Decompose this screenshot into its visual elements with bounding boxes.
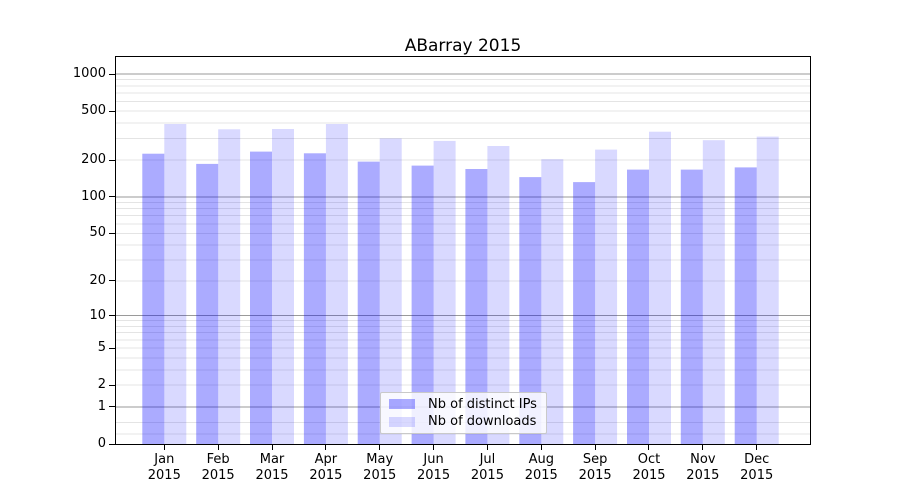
y-tick-mark bbox=[109, 443, 115, 445]
y-tick-label: 20 bbox=[89, 272, 106, 288]
x-tick-mark bbox=[325, 445, 327, 450]
bar-ips-nov bbox=[680, 169, 703, 444]
bar-downloads-nov bbox=[702, 140, 725, 444]
bar-downloads-jul bbox=[487, 146, 510, 444]
y-tick-mark bbox=[109, 159, 115, 161]
bar-downloads-mar bbox=[272, 129, 294, 444]
bar-chart bbox=[116, 73, 810, 444]
legend-label-distinct-ips: Nb of distinct IPs bbox=[428, 396, 537, 412]
x-tick-label: May 2015 bbox=[363, 452, 397, 483]
y-tick-mark bbox=[109, 280, 115, 282]
bar-ips-jul bbox=[465, 169, 488, 444]
y-tick-label: 500 bbox=[81, 103, 106, 119]
x-tick-label: Mar 2015 bbox=[255, 452, 289, 483]
x-tick-mark bbox=[594, 445, 596, 450]
bar-ips-dec bbox=[734, 167, 757, 444]
bar-downloads-feb bbox=[218, 129, 241, 444]
bar-downloads-oct bbox=[649, 131, 671, 444]
y-tick-mark bbox=[109, 315, 115, 317]
x-tick-label: Feb 2015 bbox=[201, 452, 235, 483]
bar-downloads-sep bbox=[595, 149, 618, 444]
y-tick-label: 1000 bbox=[72, 66, 106, 82]
bar-ips-feb bbox=[196, 163, 219, 444]
x-tick-mark bbox=[217, 445, 219, 450]
y-tick-mark bbox=[109, 347, 115, 349]
legend-item-distinct-ips: Nb of distinct IPs bbox=[385, 396, 542, 413]
plot-area bbox=[115, 56, 811, 445]
y-tick-mark bbox=[109, 110, 115, 112]
legend: Nb of distinct IPs Nb of downloads bbox=[380, 392, 547, 434]
y-tick-mark bbox=[109, 384, 115, 386]
bar-downloads-aug bbox=[541, 159, 564, 444]
x-tick-mark bbox=[648, 445, 650, 450]
x-tick-mark bbox=[163, 445, 165, 450]
bar-downloads-dec bbox=[756, 136, 779, 444]
y-tick-mark bbox=[109, 73, 115, 75]
x-tick-mark bbox=[756, 445, 758, 450]
x-tick-label: Sep 2015 bbox=[578, 452, 612, 483]
bar-ips-may bbox=[357, 161, 380, 444]
x-tick-label: Aug 2015 bbox=[524, 452, 558, 483]
y-tick-label: 10 bbox=[89, 307, 106, 323]
x-tick-mark bbox=[433, 445, 435, 450]
y-tick-label: 50 bbox=[89, 225, 106, 241]
y-tick-mark bbox=[109, 196, 115, 198]
chart-title: ABarray 2015 bbox=[404, 36, 522, 56]
x-tick-label: Jun 2015 bbox=[417, 452, 451, 483]
x-tick-label: Oct 2015 bbox=[632, 452, 666, 483]
bar-ips-aug bbox=[519, 177, 542, 444]
y-tick-mark bbox=[109, 232, 115, 234]
x-tick-mark bbox=[379, 445, 381, 450]
y-tick-label: 5 bbox=[97, 340, 106, 356]
legend-item-downloads: Nb of downloads bbox=[385, 413, 542, 430]
bar-ips-oct bbox=[627, 169, 649, 444]
x-tick-mark bbox=[486, 445, 488, 450]
bar-downloads-jan bbox=[164, 124, 187, 444]
y-tick-label: 200 bbox=[81, 152, 106, 168]
bar-ips-sep bbox=[573, 182, 596, 444]
x-tick-label: Dec 2015 bbox=[740, 452, 774, 483]
y-tick-label: 2 bbox=[97, 377, 106, 393]
x-tick-label: Nov 2015 bbox=[686, 452, 720, 483]
bar-ips-jan bbox=[142, 153, 165, 444]
x-tick-mark bbox=[271, 445, 273, 450]
bar-ips-mar bbox=[250, 151, 272, 444]
y-tick-label: 0 bbox=[97, 436, 106, 451]
x-tick-label: Apr 2015 bbox=[309, 452, 343, 483]
y-tick-label: 1 bbox=[97, 398, 106, 414]
bar-ips-apr bbox=[303, 153, 326, 444]
legend-swatch-downloads-icon bbox=[389, 416, 415, 427]
legend-swatch-ips-icon bbox=[389, 399, 415, 410]
bar-downloads-apr bbox=[325, 124, 348, 444]
x-tick-label: Jan 2015 bbox=[147, 452, 181, 483]
y-tick-label: 100 bbox=[81, 188, 106, 204]
bar-downloads-jun bbox=[433, 140, 456, 444]
bar-downloads-may bbox=[379, 138, 402, 444]
bar-ips-jun bbox=[411, 165, 434, 444]
legend-label-downloads: Nb of downloads bbox=[428, 414, 537, 430]
y-tick-mark bbox=[109, 406, 115, 408]
x-tick-mark bbox=[540, 445, 542, 450]
x-tick-label: Jul 2015 bbox=[470, 452, 504, 483]
x-tick-mark bbox=[702, 445, 704, 450]
